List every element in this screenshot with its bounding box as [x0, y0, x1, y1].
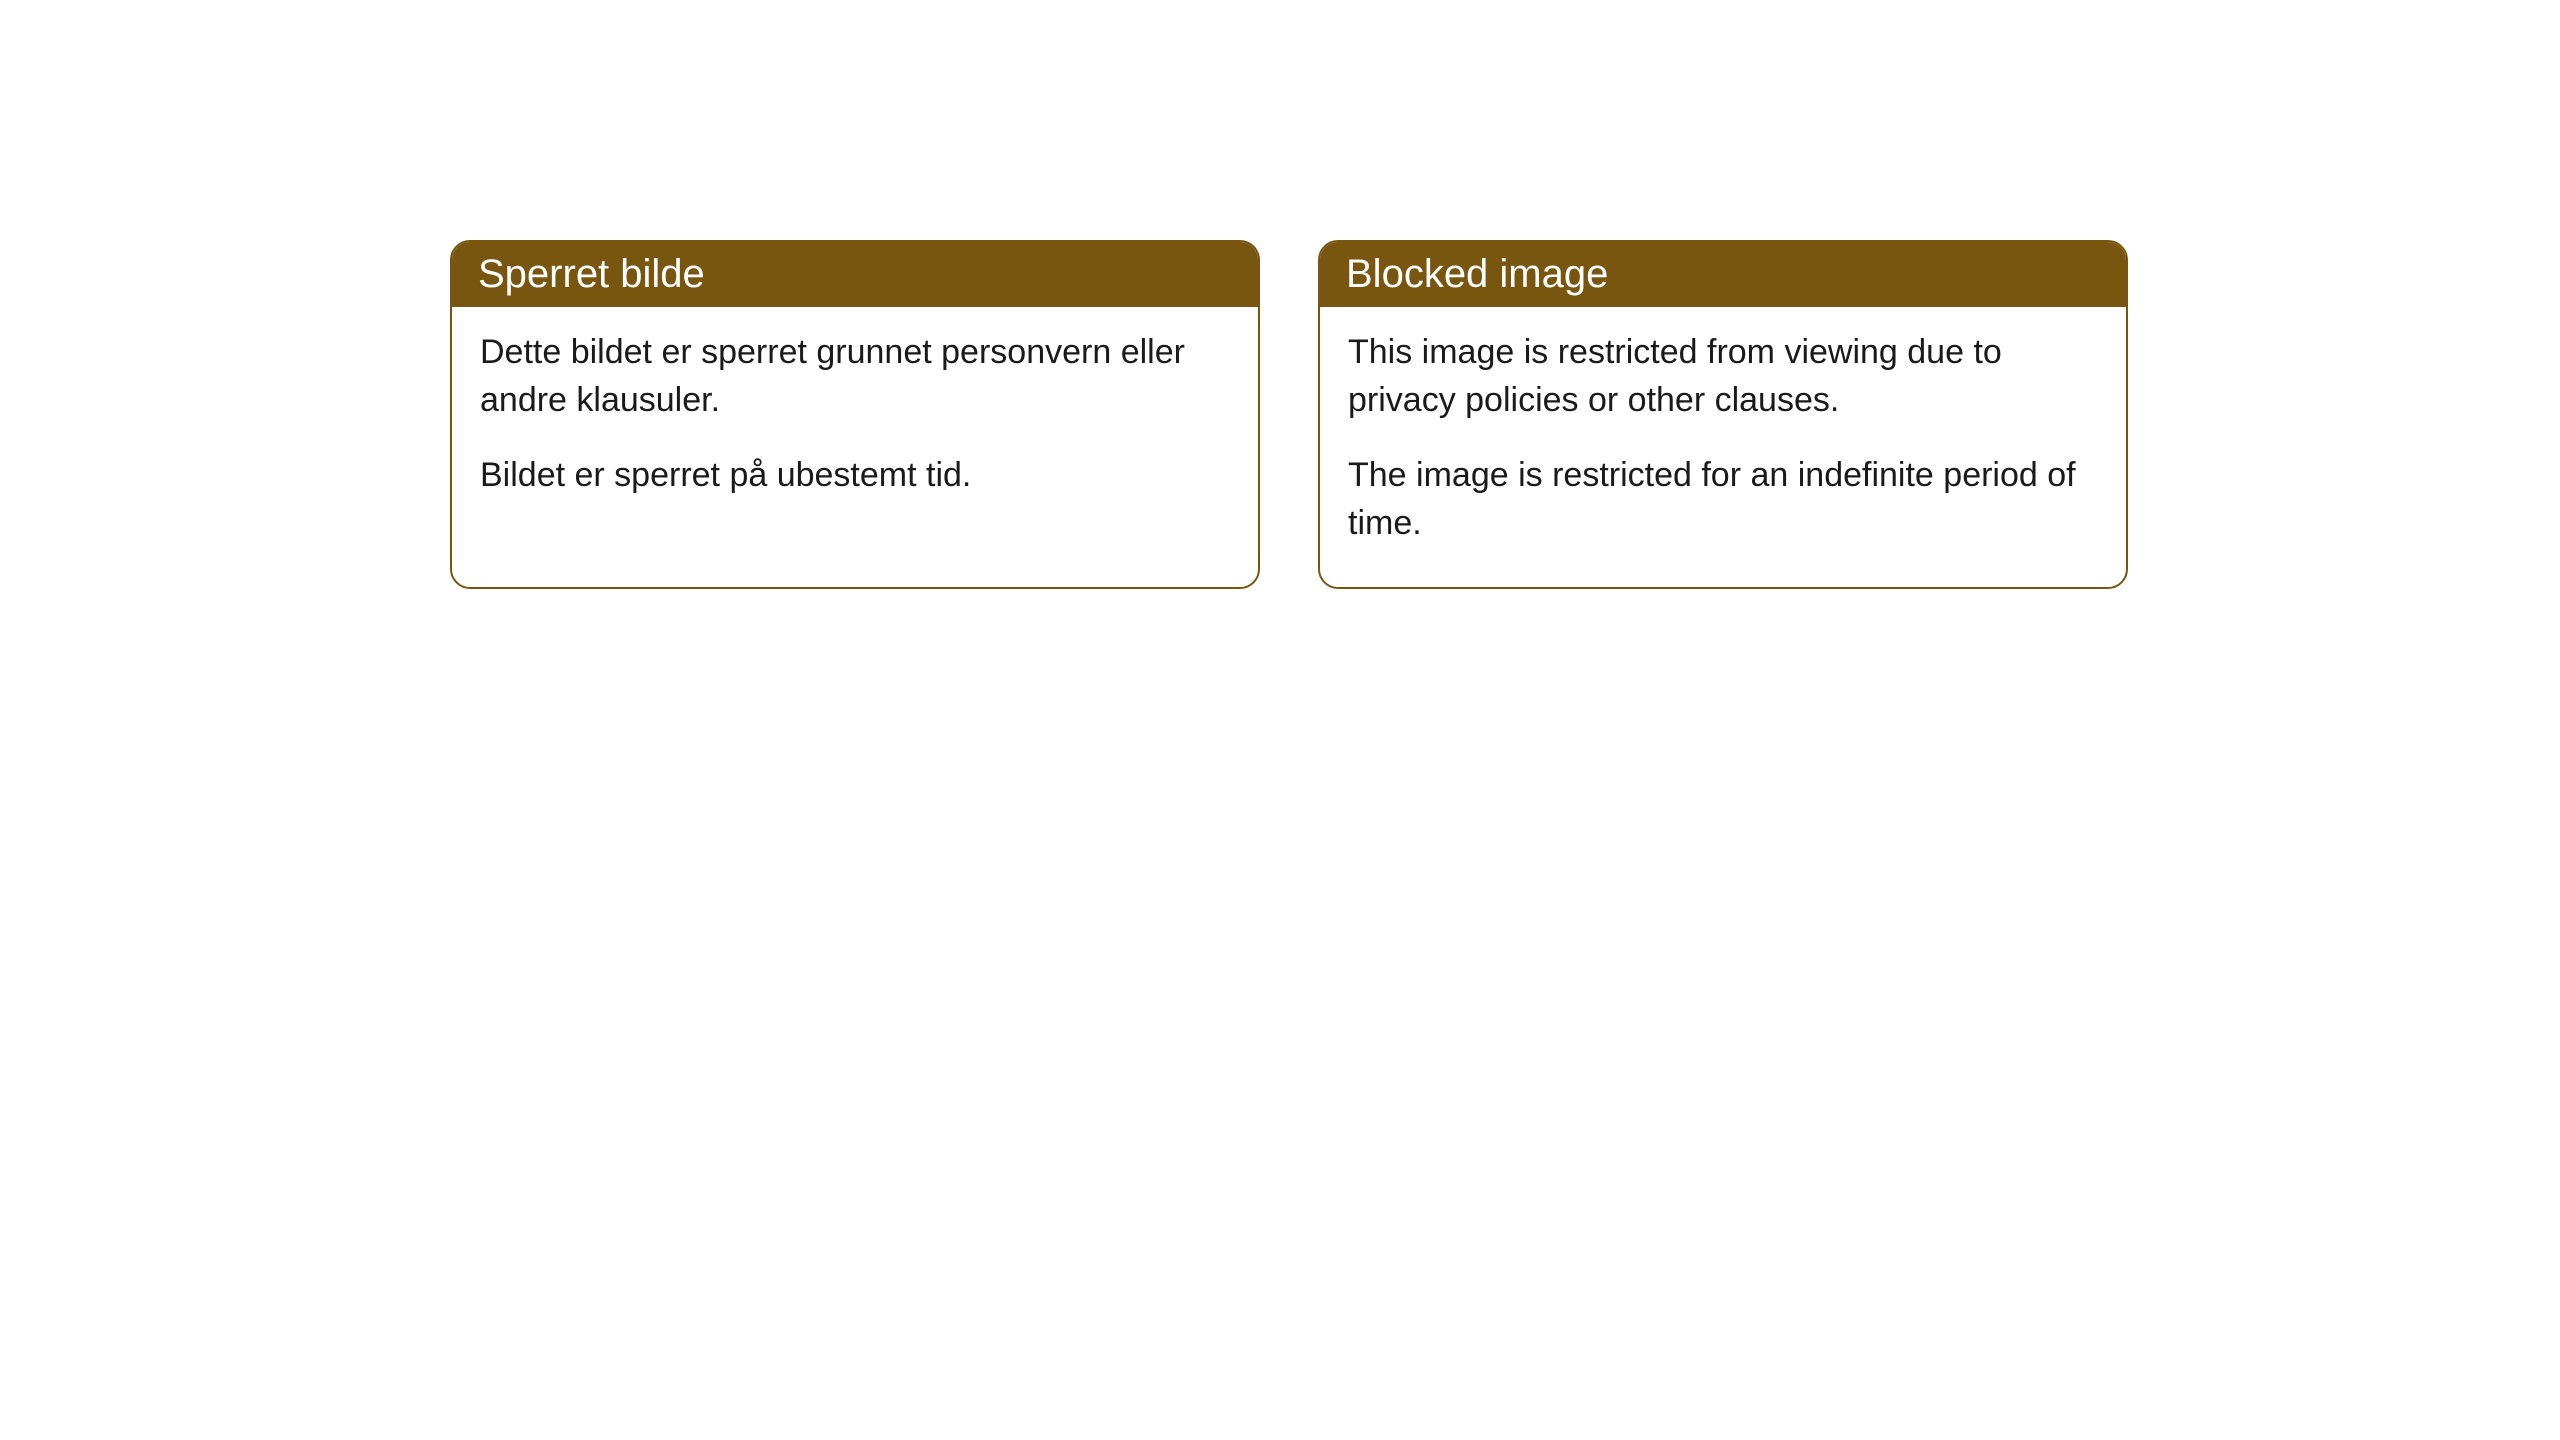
- notice-container: Sperret bilde Dette bildet er sperret gr…: [0, 0, 2560, 589]
- card-header: Blocked image: [1320, 242, 2126, 307]
- card-paragraph: The image is restricted for an indefinit…: [1348, 452, 2098, 547]
- card-paragraph: This image is restricted from viewing du…: [1348, 329, 2098, 424]
- card-paragraph: Bildet er sperret på ubestemt tid.: [480, 452, 1230, 500]
- notice-card-norwegian: Sperret bilde Dette bildet er sperret gr…: [450, 240, 1260, 589]
- card-paragraph: Dette bildet er sperret grunnet personve…: [480, 329, 1230, 424]
- card-body: This image is restricted from viewing du…: [1320, 307, 2126, 587]
- card-header: Sperret bilde: [452, 242, 1258, 307]
- card-body: Dette bildet er sperret grunnet personve…: [452, 307, 1258, 540]
- notice-card-english: Blocked image This image is restricted f…: [1318, 240, 2128, 589]
